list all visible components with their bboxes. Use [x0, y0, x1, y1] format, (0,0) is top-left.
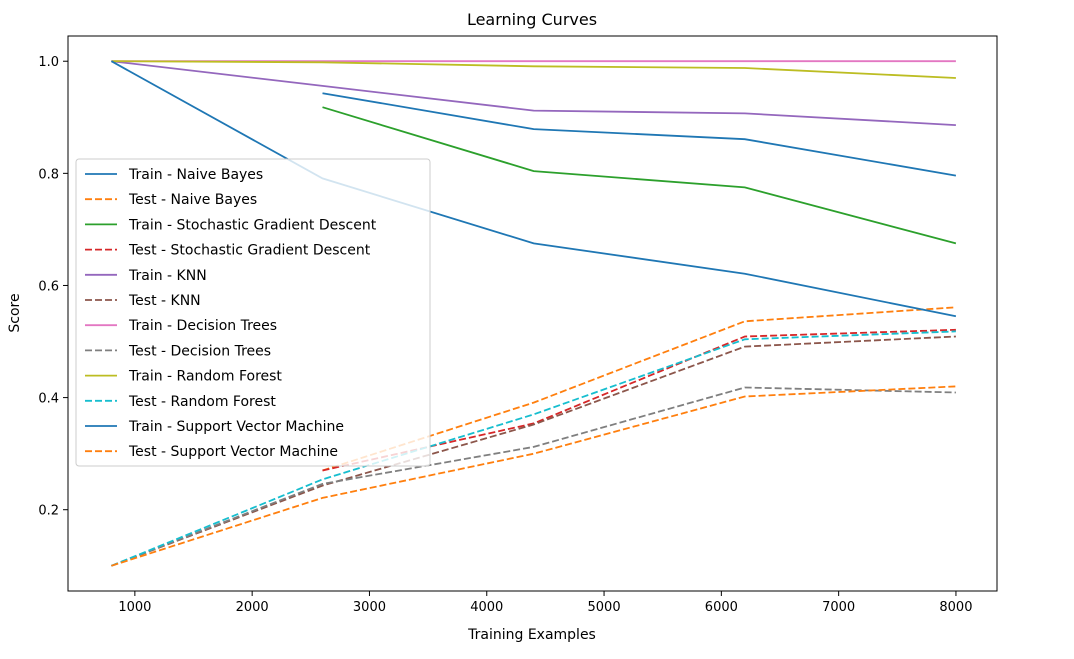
- y-tick-label: 1.0: [38, 55, 59, 70]
- legend-label: Test - Decision Trees: [128, 343, 271, 359]
- y-tick-label: 0.2: [38, 504, 59, 519]
- series-line-10: [110, 60, 957, 318]
- series-line-9: [111, 330, 956, 567]
- series-line-2: [322, 106, 957, 245]
- legend-label: Train - Support Vector Machine: [128, 419, 344, 435]
- x-tick-label: 1000: [118, 600, 151, 615]
- chart-title: Learning Curves: [467, 10, 597, 29]
- legend-box: [75, 158, 431, 467]
- x-axis-label: Training Examples: [467, 627, 596, 643]
- x-tick-label: 6000: [705, 600, 738, 615]
- series-line-5: [111, 335, 956, 567]
- y-tick-label: 0.6: [38, 279, 59, 294]
- legend-label: Train - KNN: [128, 268, 207, 284]
- x-tick-label: 2000: [236, 600, 269, 615]
- series-line-3: [322, 328, 956, 472]
- legend: Train - Naive Bayes Test - Naive Bayes Tra…: [75, 158, 431, 467]
- series-line-7: [111, 386, 956, 567]
- x-tick-label: 8000: [939, 600, 972, 615]
- legend-label: Train - Decision Trees: [128, 318, 277, 334]
- legend-label: Test - Naive Bayes: [128, 192, 257, 208]
- series-line-0: [322, 92, 957, 177]
- legend-label: Test - Support Vector Machine: [128, 444, 338, 460]
- legend-label: Test - KNN: [128, 293, 201, 309]
- series-line-11: [111, 385, 956, 567]
- x-tick-label: 5000: [588, 600, 621, 615]
- y-axis-label: Score: [7, 293, 23, 332]
- x-tick-label: 4000: [470, 600, 503, 615]
- y-tick-label: 0.8: [38, 167, 59, 182]
- legend-label: Test - Random Forest: [128, 394, 276, 410]
- series-line-8: [111, 60, 956, 79]
- legend-label: Train - Naive Bayes: [128, 167, 263, 183]
- x-tick-label: 3000: [353, 600, 386, 615]
- plot-frame: [67, 35, 998, 592]
- series-line-4: [111, 60, 956, 126]
- x-tick-label: 7000: [822, 600, 855, 615]
- legend-label: Test - Stochastic Gradient Descent: [128, 243, 371, 259]
- legend-label: Train - Stochastic Gradient Descent: [128, 217, 377, 233]
- y-tick-label: 0.4: [38, 392, 59, 407]
- legend-label: Train - Random Forest: [128, 369, 282, 385]
